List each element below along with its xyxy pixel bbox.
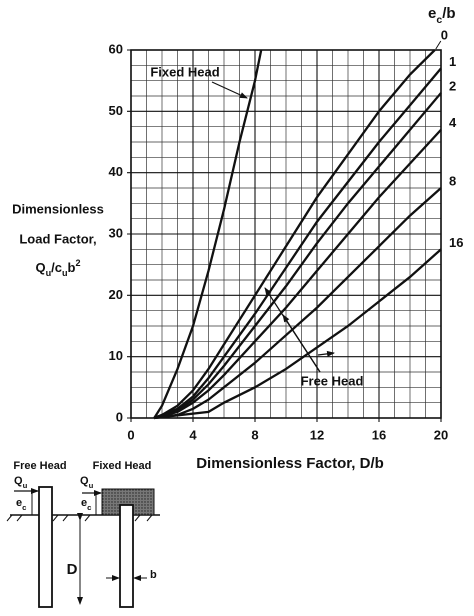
text-part: e [16,497,22,509]
x-tick-label: 16 [372,427,386,442]
annotation: Fixed Head [150,64,219,79]
x-tick-label: 20 [434,427,448,442]
series-label: 8 [449,173,456,188]
width-label: b [150,569,157,581]
annotation: Free Head [301,373,364,388]
text-part: b [68,260,76,275]
annotation-arrow [211,81,248,99]
y-tick-label: 0 [116,409,123,424]
diagram-label: Free Head [13,460,66,472]
series-label: 4 [449,115,457,130]
header: ec/b [428,5,456,26]
series-label: 2 [449,78,456,93]
text-part: Q [35,260,45,275]
series-line [153,49,263,419]
series-leader [435,40,442,50]
eccentricity-label: ec [81,497,92,512]
text-part: u [46,268,52,278]
text-part: e [81,497,87,509]
series-line [153,67,442,420]
y-axis-label: Load Factor, [19,231,96,246]
y-tick-label: 10 [109,348,123,363]
pile-diagram: Free Head Fixed Head Qu Qu ec ec D b [6,460,160,608]
ground-hatch [6,514,153,522]
text-part: c [436,14,442,26]
x-tick-label: 0 [127,427,134,442]
annotation-arrow [282,314,321,373]
series-label: 1 [449,54,456,69]
text-part: u [89,481,94,490]
text-part: c [22,503,27,512]
y-tick-label: 50 [109,103,123,118]
plot-border [130,49,442,419]
plot-area [127,49,442,422]
fixed-pile [119,504,134,608]
text-part: 2 [75,258,80,268]
text-part: /c [51,260,62,275]
load-label: Qu [14,475,28,490]
text-part: e [428,5,436,22]
x-axis-label: Dimensionless Factor, D/b [196,455,384,472]
series-line [153,128,442,420]
y-tick-label: 60 [109,41,123,56]
x-tick-label: 4 [189,427,197,442]
series-label: 0 [441,27,448,42]
y-tick-label: 40 [109,164,123,179]
diagram-label: Fixed Head [93,460,152,472]
x-tick-label: 8 [251,427,258,442]
annotation-arrow [317,350,335,357]
text-part: Q [80,475,89,487]
text-part: u [23,481,28,490]
eccentricity-label: ec [16,497,27,512]
text-part: c [87,503,92,512]
series-line [153,49,436,420]
load-label: Qu [80,475,94,490]
series-line [154,187,442,420]
y-axis-label: Qu/cub2 [35,258,80,278]
series-label: 16 [449,235,463,250]
y-tick-label: 20 [109,287,123,302]
series-line [154,248,442,420]
text-part: u [62,268,68,278]
free-pile [38,486,53,608]
y-tick-label: 30 [109,225,123,240]
y-axis-label: Dimensionless [12,201,104,216]
x-tick-label: 12 [310,427,324,442]
depth-label: D [67,561,78,578]
text-part: Q [14,475,23,487]
text-part: /b [442,5,455,22]
series-line [153,92,442,420]
